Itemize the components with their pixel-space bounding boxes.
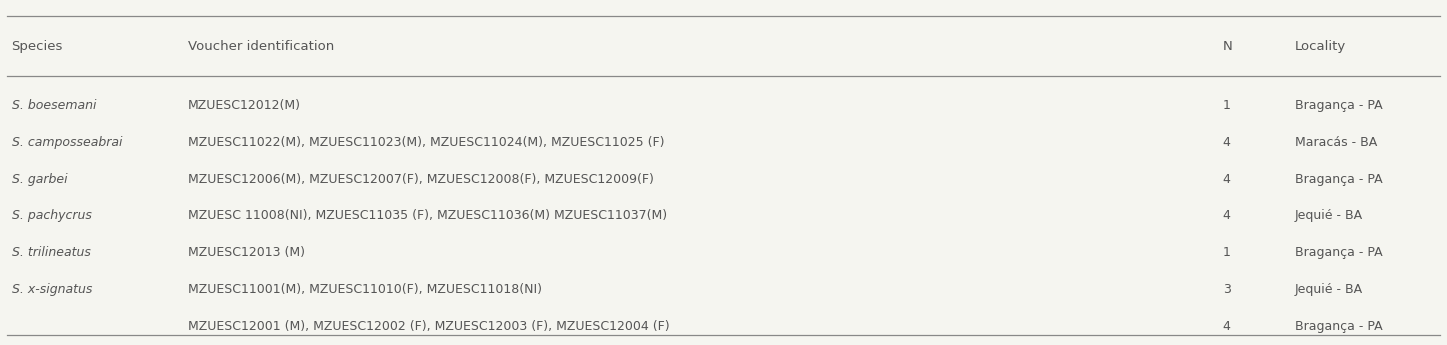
Text: MZUESC 11008(NI), MZUESC11035 (F), MZUESC11036(M) MZUESC11037(M): MZUESC 11008(NI), MZUESC11035 (F), MZUES… xyxy=(188,209,667,223)
Text: 1: 1 xyxy=(1223,246,1230,259)
Text: S. camposseabrai: S. camposseabrai xyxy=(12,136,122,149)
Text: 4: 4 xyxy=(1223,172,1230,186)
Text: N: N xyxy=(1223,40,1233,53)
Text: Bragança - PA: Bragança - PA xyxy=(1295,172,1383,186)
Text: Locality: Locality xyxy=(1295,40,1346,53)
Text: MZUESC11001(M), MZUESC11010(F), MZUESC11018(NI): MZUESC11001(M), MZUESC11010(F), MZUESC11… xyxy=(188,283,543,296)
Text: S. boesemani: S. boesemani xyxy=(12,99,96,112)
Text: Voucher identification: Voucher identification xyxy=(188,40,334,53)
Text: 1: 1 xyxy=(1223,99,1230,112)
Text: Species: Species xyxy=(12,40,64,53)
Text: MZUESC12006(M), MZUESC12007(F), MZUESC12008(F), MZUESC12009(F): MZUESC12006(M), MZUESC12007(F), MZUESC12… xyxy=(188,172,654,186)
Text: S. x-signatus: S. x-signatus xyxy=(12,283,93,296)
Text: 4: 4 xyxy=(1223,320,1230,333)
Text: 3: 3 xyxy=(1223,283,1230,296)
Text: Bragança - PA: Bragança - PA xyxy=(1295,320,1383,333)
Text: MZUESC11022(M), MZUESC11023(M), MZUESC11024(M), MZUESC11025 (F): MZUESC11022(M), MZUESC11023(M), MZUESC11… xyxy=(188,136,664,149)
Text: Jequié - BA: Jequié - BA xyxy=(1295,209,1363,223)
Text: MZUESC12012(M): MZUESC12012(M) xyxy=(188,99,301,112)
Text: Maracás - BA: Maracás - BA xyxy=(1295,136,1378,149)
Text: Bragança - PA: Bragança - PA xyxy=(1295,246,1383,259)
Text: S. garbei: S. garbei xyxy=(12,172,67,186)
Text: Jequié - BA: Jequié - BA xyxy=(1295,283,1363,296)
Text: 4: 4 xyxy=(1223,209,1230,223)
Text: S. pachycrus: S. pachycrus xyxy=(12,209,91,223)
Text: 4: 4 xyxy=(1223,136,1230,149)
Text: MZUESC12001 (M), MZUESC12002 (F), MZUESC12003 (F), MZUESC12004 (F): MZUESC12001 (M), MZUESC12002 (F), MZUESC… xyxy=(188,320,670,333)
Text: S. trilineatus: S. trilineatus xyxy=(12,246,91,259)
Text: MZUESC12013 (M): MZUESC12013 (M) xyxy=(188,246,305,259)
Text: Bragança - PA: Bragança - PA xyxy=(1295,99,1383,112)
